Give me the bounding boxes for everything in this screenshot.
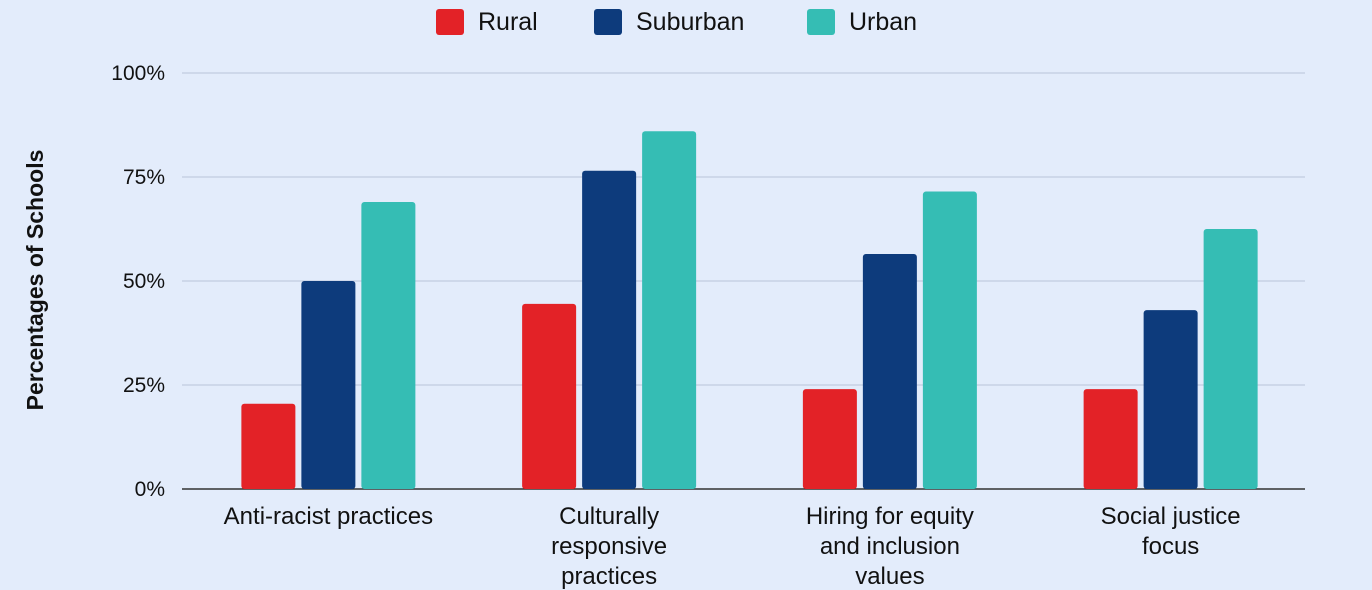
legend-swatch bbox=[436, 9, 464, 35]
x-tick-label: Anti-racist practices bbox=[224, 503, 433, 530]
x-tick-label: Culturally responsive practices bbox=[551, 503, 667, 590]
bars bbox=[241, 131, 1258, 490]
legend-swatch bbox=[594, 9, 622, 35]
bar-rural bbox=[802, 389, 857, 489]
y-tick-label: 0% bbox=[135, 478, 165, 501]
y-axis-title: Percentages of Schools bbox=[22, 150, 48, 411]
bar-suburban bbox=[301, 281, 356, 489]
bar-suburban bbox=[1143, 310, 1198, 489]
x-tick-label: Hiring for equity and inclusion values bbox=[806, 503, 974, 590]
bar-rural bbox=[1083, 389, 1138, 489]
legend-swatch bbox=[807, 9, 835, 35]
bar-suburban bbox=[582, 170, 637, 489]
bar-urban bbox=[361, 201, 416, 489]
y-tick-label: 75% bbox=[123, 166, 165, 189]
bar-suburban bbox=[862, 253, 917, 489]
bar-urban bbox=[922, 191, 977, 489]
legend: Rural Suburban Urban bbox=[436, 8, 917, 36]
bar-rural bbox=[522, 303, 577, 489]
legend-label: Urban bbox=[849, 8, 917, 36]
x-tick-label: Social justice focus bbox=[1101, 503, 1241, 560]
x-axis-labels: Anti-racist practices Culturally responsiv… bbox=[224, 503, 1241, 590]
bar-urban bbox=[1203, 229, 1258, 489]
bar-rural bbox=[241, 403, 296, 489]
bar-urban bbox=[642, 131, 697, 490]
legend-item-suburban: Suburban bbox=[594, 8, 744, 36]
y-tick-label: 100% bbox=[111, 62, 165, 85]
legend-label: Suburban bbox=[636, 8, 744, 36]
y-tick-label: 50% bbox=[123, 270, 165, 293]
y-axis-ticks: 0% 25% 50% 75% 100% bbox=[111, 62, 165, 501]
legend-item-rural: Rural bbox=[436, 8, 538, 36]
legend-item-urban: Urban bbox=[807, 8, 917, 36]
legend-label: Rural bbox=[478, 8, 538, 36]
y-tick-label: 25% bbox=[123, 374, 165, 397]
